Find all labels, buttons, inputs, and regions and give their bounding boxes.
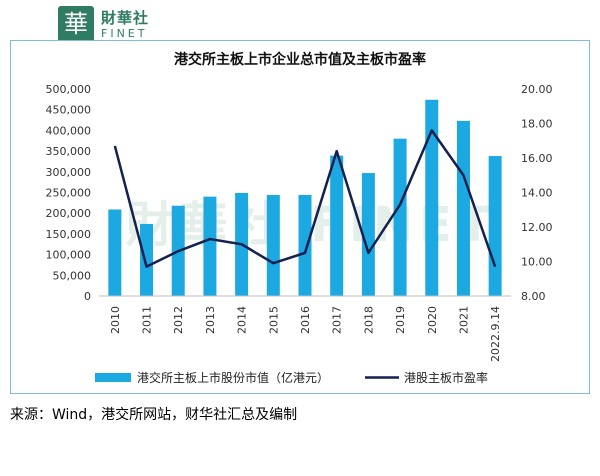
legend-swatch-bar (95, 373, 131, 382)
y-left-tick-label: 450,000 (46, 104, 92, 117)
finet-logo: 華 財華社 FINET (58, 6, 198, 46)
bar-2017 (330, 155, 344, 296)
x-tick-label: 2013 (204, 306, 217, 334)
bar-2010 (108, 209, 122, 296)
x-tick-label: 2018 (362, 306, 375, 334)
y-right-tick-label: 16.00 (521, 152, 553, 165)
y-right-tick-label: 20.00 (521, 83, 553, 96)
y-right-tick-label: 10.00 (521, 256, 553, 269)
bar-2022.9.14 (488, 156, 502, 296)
y-left-tick-label: 200,000 (46, 207, 92, 220)
bar-2021 (456, 120, 470, 297)
legend-label-bar: 港交所主板上市股份市值（亿港元） (137, 370, 329, 385)
logo-name-en: FINET (101, 27, 148, 40)
bar-2020 (425, 99, 439, 296)
y-left-tick-label: 350,000 (46, 145, 92, 158)
bar-2018 (361, 173, 375, 296)
y-right-tick-label: 18.00 (521, 118, 553, 131)
y-right-tick-label: 8.00 (521, 290, 546, 303)
y-left-tick-label: 300,000 (46, 166, 92, 179)
x-tick-label: 2021 (457, 306, 470, 334)
legend-label-line: 港股主板市盈率 (404, 370, 488, 385)
y-left-tick-label: 0 (84, 290, 91, 303)
logo-mark: 華 (58, 6, 94, 42)
bar-2019 (393, 138, 407, 296)
bar-2016 (298, 194, 312, 296)
chart: 港交所主板上市企业总市值及主板市盈率 財華社 FINET 050,000100,… (46, 51, 553, 385)
logo-name-cn: 財華社 (101, 9, 150, 27)
x-tick-label: 2022.9.14 (489, 306, 502, 362)
bar-2015 (266, 194, 280, 296)
x-tick-label: 2015 (267, 306, 280, 334)
y-left-tick-label: 100,000 (46, 249, 92, 262)
x-tick-label: 2012 (172, 306, 185, 334)
x-tick-label: 2020 (426, 306, 439, 334)
x-tick-label: 2014 (236, 306, 249, 334)
x-tick-label: 2011 (141, 306, 154, 334)
chart-title: 港交所主板上市企业总市值及主板市盈率 (174, 51, 426, 68)
y-left-tick-label: 50,000 (53, 269, 92, 282)
y-left-tick-label: 400,000 (46, 124, 92, 137)
chart-frame: 港交所主板上市企业总市值及主板市盈率 財華社 FINET 050,000100,… (10, 40, 590, 394)
bar-2011 (140, 223, 154, 296)
y-left-tick-label: 250,000 (46, 187, 92, 200)
y-left-tick-label: 150,000 (46, 228, 92, 241)
y-left-tick-label: 500,000 (46, 83, 92, 96)
source-note: 来源：Wind，港交所网站，财华社汇总及编制 (10, 407, 298, 423)
y-right-tick-label: 14.00 (521, 187, 553, 200)
y-right-tick-label: 12.00 (521, 221, 553, 234)
x-tick-label: 2017 (331, 306, 344, 334)
x-tick-label: 2010 (109, 306, 122, 334)
x-tick-label: 2019 (394, 306, 407, 334)
legend: 港交所主板上市股份市值（亿港元） 港股主板市盈率 (95, 370, 488, 385)
bar-2013 (203, 196, 217, 296)
x-tick-label: 2016 (299, 306, 312, 334)
